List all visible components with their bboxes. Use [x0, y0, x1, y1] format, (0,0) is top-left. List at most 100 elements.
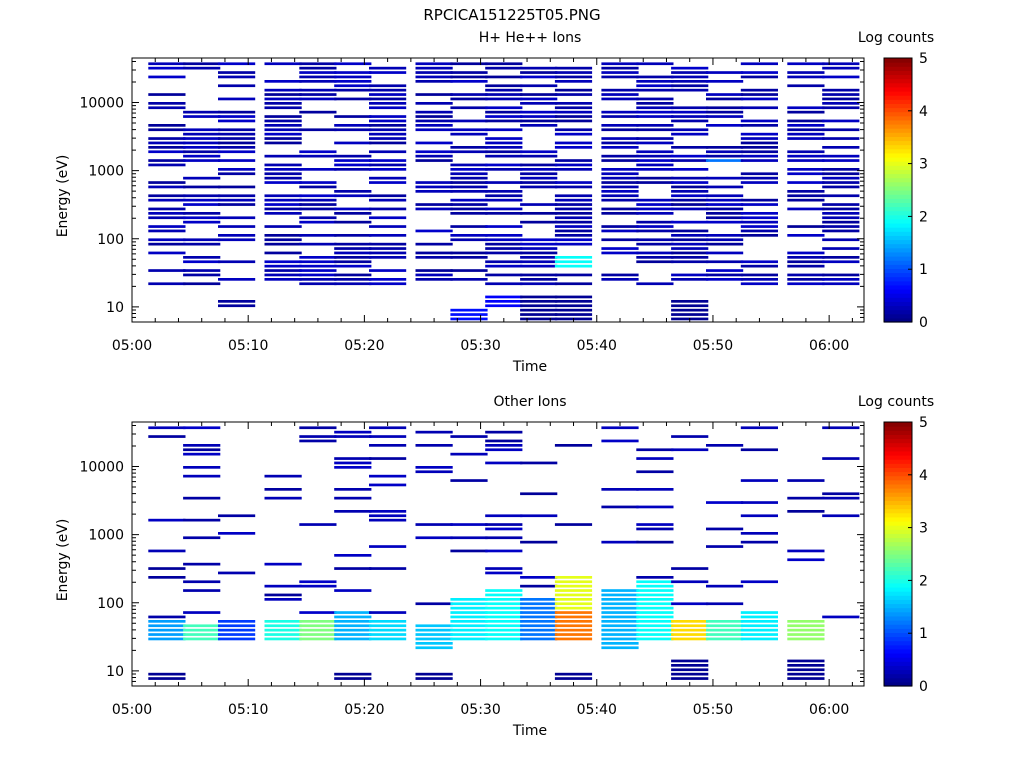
heatmap-cell [787, 664, 825, 667]
heatmap-cell [415, 642, 453, 645]
heatmap-cell [601, 115, 639, 118]
heatmap-cell [740, 615, 778, 619]
heatmap-cell [415, 269, 453, 272]
heatmap-cell [218, 110, 256, 114]
heatmap-cell [183, 518, 221, 522]
heatmap-cell [520, 93, 558, 96]
heatmap-cell [415, 278, 453, 281]
heatmap-cell [601, 176, 639, 180]
heatmap-cell [601, 642, 639, 645]
heatmap-cell [299, 282, 337, 286]
heatmap-cell [485, 225, 523, 228]
heatmap-cell [183, 536, 221, 540]
heatmap-cell [148, 637, 186, 641]
heatmap-cell [520, 313, 558, 316]
heatmap-cell [520, 308, 558, 312]
heatmap-cell [485, 93, 523, 96]
heatmap-cell [450, 168, 488, 171]
colorbar-segment [884, 570, 912, 576]
heatmap-cell [671, 251, 709, 255]
heatmap-cell [822, 176, 860, 180]
heatmap-cell [450, 62, 488, 66]
heatmap-cell [485, 295, 523, 299]
colorbar-segment [884, 504, 912, 510]
heatmap-cell [787, 62, 825, 66]
colorbar-segment [884, 422, 912, 427]
heatmap-cell [706, 203, 744, 206]
x-tick-label: 05:40 [577, 702, 617, 718]
heatmap-cell [218, 84, 256, 88]
colorbar-segment [884, 661, 912, 666]
x-tick-label: 05:30 [460, 702, 500, 718]
colorbar-segment [884, 574, 912, 580]
heatmap-cell [520, 633, 558, 636]
heatmap-cell [787, 172, 825, 176]
heatmap-cell [706, 545, 744, 548]
heatmap-cell [450, 523, 488, 526]
heatmap-cell [740, 216, 778, 220]
heatmap-cell [636, 637, 674, 641]
heatmap-cell [554, 304, 593, 308]
heatmap-cell [450, 190, 488, 193]
heatmap-cell [636, 159, 674, 162]
heatmap-cell [299, 80, 337, 83]
heatmap-cell [554, 203, 593, 206]
heatmap-cell [485, 106, 523, 110]
colorbar-segment [884, 533, 912, 539]
heatmap-cell [485, 536, 523, 540]
heatmap-cell [299, 88, 337, 92]
heatmap-cell [183, 220, 221, 224]
heatmap-cell [822, 93, 860, 96]
heatmap-cell [671, 278, 709, 281]
heatmap-cell [636, 540, 674, 544]
heatmap-cell [706, 97, 744, 101]
heatmap-cell [520, 220, 558, 224]
heatmap-cell [450, 238, 488, 242]
heatmap-cell [334, 435, 372, 438]
heatmap-cell [264, 242, 302, 246]
heatmap-cell [601, 198, 639, 202]
heatmap-cell [183, 589, 221, 592]
colorbar-segment [884, 624, 912, 629]
colorbar-segment [884, 653, 912, 658]
heatmap-cell [334, 256, 372, 259]
heatmap-cell [787, 549, 825, 553]
heatmap-cell [554, 611, 593, 614]
heatmap-cell [485, 448, 523, 452]
colorbar-segment [884, 599, 912, 605]
heatmap-cell [369, 84, 407, 88]
heatmap-cell [450, 225, 488, 228]
heatmap-cell [554, 198, 593, 202]
heatmap-cell [520, 602, 558, 606]
colorbar-segment [884, 58, 912, 63]
heatmap-cell [450, 172, 488, 176]
heatmap-cell [415, 62, 453, 66]
heatmap-cell [299, 198, 337, 202]
heatmap-cell [148, 426, 186, 430]
heatmap-cell [334, 672, 372, 676]
heatmap-cell [369, 71, 407, 74]
heatmap-cell [450, 234, 488, 237]
heatmap-cell [706, 628, 744, 632]
heatmap-cell [450, 97, 488, 101]
heatmap-cell [334, 260, 372, 264]
heatmap-cell [415, 80, 453, 83]
heatmap-cell [415, 430, 453, 434]
heatmap-cell [264, 562, 302, 566]
heatmap-cell [299, 264, 337, 268]
heatmap-cell [450, 198, 488, 202]
heatmap-cell [671, 308, 709, 312]
x-tick-label: 05:30 [460, 338, 500, 354]
heatmap-cell [671, 176, 709, 180]
heatmap-cell [554, 300, 593, 303]
heatmap-cell [334, 234, 372, 237]
heatmap-cell [520, 624, 558, 628]
heatmap-cell [334, 163, 372, 167]
heatmap-cell [671, 664, 709, 667]
heatmap-cell [183, 637, 221, 641]
heatmap-cell [218, 234, 256, 237]
colorbar-segment [884, 317, 912, 323]
heatmap-cell [740, 225, 778, 228]
heatmap-cell [554, 602, 593, 606]
heatmap-cell [601, 225, 639, 228]
